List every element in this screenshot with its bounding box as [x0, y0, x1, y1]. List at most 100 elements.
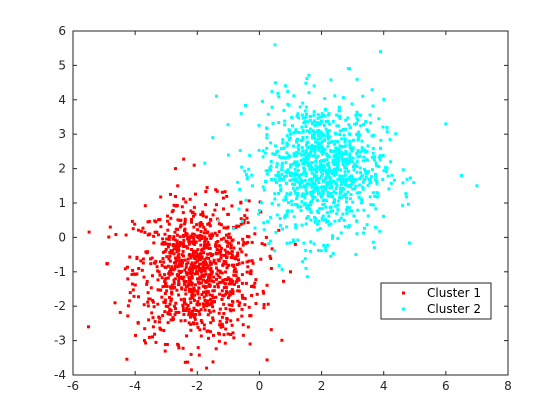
data-point: [219, 325, 223, 329]
x-tick-label: 2: [318, 379, 326, 393]
data-point: [304, 115, 308, 119]
data-point: [171, 268, 175, 272]
data-point: [177, 293, 181, 297]
data-point: [204, 190, 208, 193]
data-point: [207, 282, 211, 286]
data-point: [325, 173, 329, 177]
data-point: [139, 259, 143, 263]
data-point: [130, 219, 134, 223]
data-point: [361, 187, 365, 191]
data-point: [203, 244, 206, 247]
data-point: [295, 203, 299, 207]
data-point: [196, 290, 200, 294]
data-point: [444, 122, 448, 126]
data-point: [212, 260, 216, 264]
data-point: [282, 146, 286, 150]
data-point: [310, 171, 314, 175]
data-point: [334, 152, 338, 156]
data-point: [181, 241, 185, 245]
data-point: [387, 187, 391, 191]
data-point: [329, 149, 333, 152]
data-point: [284, 156, 288, 160]
data-point: [222, 312, 226, 315]
data-point: [287, 103, 291, 107]
data-point: [312, 84, 316, 88]
data-point: [336, 154, 340, 158]
data-point: [174, 301, 178, 305]
data-point: [345, 178, 349, 182]
data-point: [237, 241, 240, 245]
data-point: [301, 260, 305, 264]
data-point: [317, 248, 320, 252]
data-point: [331, 252, 335, 256]
data-point: [135, 255, 139, 259]
data-point: [163, 250, 167, 253]
data-point: [224, 327, 228, 331]
y-tick-label: 1: [58, 196, 66, 210]
data-point: [189, 271, 193, 275]
data-point: [297, 130, 301, 134]
data-point: [323, 108, 327, 112]
data-point: [281, 156, 285, 159]
data-point: [292, 152, 296, 156]
data-point: [279, 189, 283, 193]
data-point: [370, 134, 374, 138]
data-point: [180, 258, 184, 262]
data-point: [250, 173, 254, 177]
data-point: [237, 304, 241, 307]
data-point: [219, 250, 223, 253]
data-point: [168, 296, 171, 299]
data-point: [191, 214, 195, 218]
data-point: [224, 262, 228, 266]
data-point: [271, 121, 275, 125]
data-point: [385, 130, 389, 134]
data-point: [171, 316, 175, 320]
data-point: [269, 239, 273, 243]
data-point: [153, 320, 157, 324]
data-point: [338, 196, 341, 200]
data-point: [332, 158, 335, 162]
data-point: [322, 169, 325, 173]
data-point: [359, 171, 363, 175]
data-point: [163, 298, 167, 302]
data-point: [284, 161, 288, 165]
data-point: [334, 182, 338, 186]
data-point: [294, 177, 298, 181]
data-point: [305, 143, 309, 147]
data-point: [247, 305, 251, 309]
data-point: [309, 249, 312, 253]
data-point: [219, 280, 223, 284]
data-point: [325, 184, 329, 188]
data-point: [229, 256, 233, 259]
data-point: [356, 149, 360, 153]
data-point: [394, 132, 398, 136]
data-point: [344, 118, 348, 122]
data-point: [312, 242, 316, 246]
x-tick-label: -2: [191, 379, 203, 393]
data-point: [174, 244, 178, 248]
data-point: [163, 301, 167, 305]
data-point: [248, 314, 252, 318]
data-point: [161, 257, 165, 261]
data-point: [209, 321, 213, 325]
data-point: [239, 217, 243, 221]
data-point: [282, 279, 285, 283]
data-point: [184, 200, 188, 204]
data-point: [270, 247, 274, 251]
legend-box: [380, 282, 492, 320]
data-point: [283, 214, 287, 218]
data-point: [199, 334, 203, 338]
data-point: [355, 152, 359, 156]
data-point: [355, 122, 358, 125]
data-point: [191, 232, 195, 236]
data-point: [262, 228, 266, 232]
data-point: [348, 146, 352, 150]
data-point: [189, 315, 192, 319]
data-point: [301, 135, 305, 139]
data-point: [293, 160, 297, 164]
data-point: [354, 253, 358, 256]
data-point: [176, 254, 180, 258]
data-point: [288, 171, 292, 175]
data-point: [264, 126, 268, 130]
data-point: [269, 267, 273, 270]
